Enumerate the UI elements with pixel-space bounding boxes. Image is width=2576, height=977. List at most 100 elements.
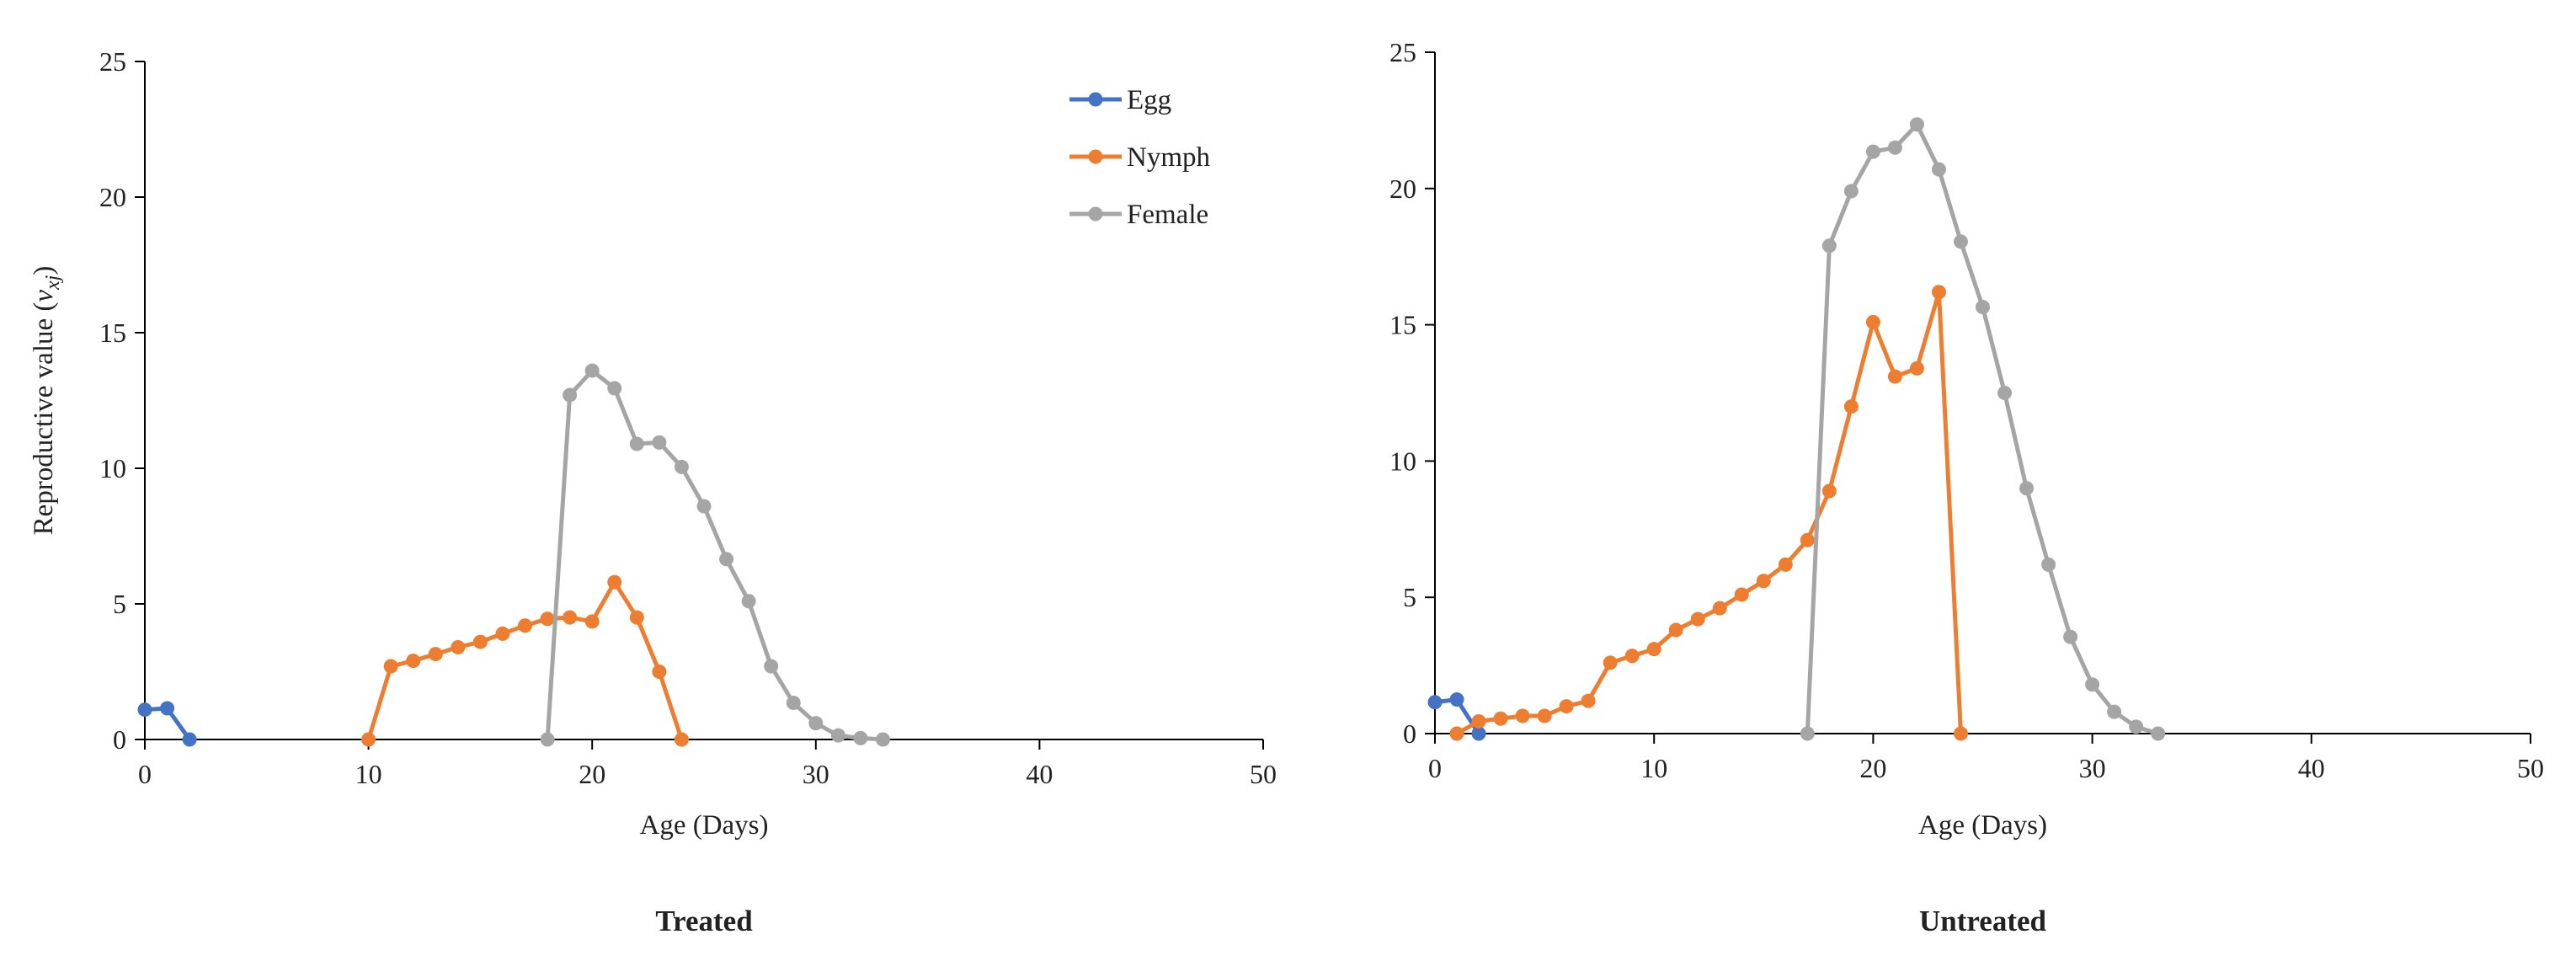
female-series-line bbox=[1805, 122, 2159, 736]
female-data-point bbox=[2063, 629, 2078, 644]
egg-data-point bbox=[1427, 695, 1443, 710]
female-data-point bbox=[563, 387, 578, 403]
egg-data-point bbox=[137, 702, 152, 718]
x-tick-label: 50 bbox=[2517, 753, 2544, 783]
nymph-data-point bbox=[495, 626, 510, 641]
egg-data-point bbox=[1471, 726, 1486, 741]
y-tick-label: 25 bbox=[99, 46, 126, 77]
nymph-data-point bbox=[428, 647, 443, 662]
female-data-point bbox=[2085, 677, 2100, 692]
y-tick-label: 20 bbox=[99, 182, 126, 212]
female-data-point bbox=[1976, 300, 1990, 315]
female-data-point bbox=[741, 594, 756, 609]
y-tick-label: 0 bbox=[1403, 718, 1416, 749]
female-data-point bbox=[808, 716, 824, 731]
egg-data-point bbox=[1449, 692, 1464, 707]
y-tick-label: 15 bbox=[99, 318, 126, 348]
legend-female-marker bbox=[1088, 206, 1103, 222]
nymph-data-point bbox=[1843, 399, 1859, 414]
female-data-point bbox=[1821, 238, 1837, 254]
nymph-data-point bbox=[1581, 693, 1596, 708]
female-data-point bbox=[1953, 234, 1968, 249]
nymph-data-point bbox=[1471, 713, 1486, 729]
female-data-point bbox=[1800, 726, 1815, 741]
nymph-data-point bbox=[1931, 285, 1946, 300]
x-tick-label: 40 bbox=[2298, 753, 2325, 783]
female-data-point bbox=[1931, 162, 1946, 177]
female-data-point bbox=[2151, 726, 2166, 741]
x-tick-label: 0 bbox=[138, 759, 152, 789]
nymph-data-point bbox=[406, 654, 421, 669]
x-tick-label: 20 bbox=[579, 759, 605, 789]
y-tick-label: 20 bbox=[1389, 174, 1416, 204]
female-data-point bbox=[2041, 557, 2056, 572]
egg-data-point bbox=[182, 732, 197, 747]
egg-data-point bbox=[160, 701, 175, 716]
female-data-point bbox=[719, 552, 734, 567]
y-tick-label: 10 bbox=[1389, 446, 1416, 476]
female-data-point bbox=[1997, 386, 2013, 400]
nymph-data-point bbox=[1756, 574, 1771, 589]
nymph-data-point bbox=[1493, 711, 1508, 726]
female-data-point bbox=[2129, 719, 2144, 734]
x-tick-label: 50 bbox=[1250, 759, 1277, 789]
nymph-data-point bbox=[1800, 532, 1815, 547]
nymph-data-point bbox=[383, 659, 398, 674]
nymph-data-point bbox=[1953, 726, 1968, 741]
female-data-point bbox=[607, 381, 622, 396]
x-tick-label: 10 bbox=[355, 759, 382, 789]
y-tick-label: 10 bbox=[99, 453, 126, 483]
nymph-data-point bbox=[472, 634, 488, 649]
nymph-data-point bbox=[1537, 708, 1552, 723]
panel-title: Untreated bbox=[1919, 905, 2047, 937]
female-data-point bbox=[764, 659, 779, 674]
nymph-data-point bbox=[1734, 587, 1749, 602]
x-tick-label: 0 bbox=[1428, 753, 1442, 783]
panel-title: Treated bbox=[655, 905, 753, 937]
legend-nymph-label: Nymph bbox=[1127, 142, 1211, 173]
female-data-point bbox=[540, 732, 555, 747]
female-data-point bbox=[674, 459, 689, 474]
y-tick-label: 5 bbox=[1403, 582, 1416, 612]
nymph-data-point bbox=[1559, 699, 1574, 714]
x-tick-label: 10 bbox=[1640, 753, 1667, 783]
female-data-point bbox=[1843, 184, 1859, 199]
nymph-data-point bbox=[1624, 649, 1640, 664]
nymph-data-point bbox=[1909, 360, 1924, 376]
nymph-data-point bbox=[361, 732, 376, 747]
female-data-point bbox=[1865, 144, 1880, 159]
nymph-data-point bbox=[1449, 726, 1464, 741]
legend-female-label: Female bbox=[1127, 200, 1208, 230]
x-tick-label: 40 bbox=[1026, 759, 1053, 789]
nymph-data-point bbox=[607, 574, 622, 590]
x-axis-label: Age (Days) bbox=[639, 810, 768, 841]
legend: Egg Nymph Female bbox=[1069, 85, 1211, 230]
nymph-data-point bbox=[1646, 642, 1661, 657]
female-data-point bbox=[2107, 704, 2122, 719]
nymph-data-point bbox=[1778, 557, 1793, 572]
nymph-series-line bbox=[1455, 290, 1963, 736]
female-data-point bbox=[584, 363, 600, 378]
nymph-data-point bbox=[518, 618, 533, 633]
female-data-point bbox=[696, 499, 712, 514]
nymph-data-point bbox=[1668, 622, 1683, 638]
nymph-data-point bbox=[1821, 483, 1837, 499]
x-tick-label: 30 bbox=[803, 759, 829, 789]
y-tick-label: 0 bbox=[113, 724, 126, 755]
nymph-data-point bbox=[451, 640, 466, 655]
nymph-data-point bbox=[1887, 369, 1902, 384]
untreated-panel: 0 5 10 15 20 25 0 10 20 30 40 50 Age (Days) Untreated bbox=[1389, 37, 2544, 937]
nymph-data-point bbox=[674, 732, 689, 747]
female-data-point bbox=[786, 696, 801, 711]
female-data-point bbox=[830, 728, 845, 743]
female-data-point bbox=[629, 436, 644, 451]
female-data-point bbox=[652, 435, 667, 450]
x-axis-label: Age (Days) bbox=[1918, 810, 2047, 841]
nymph-data-point bbox=[1865, 314, 1880, 329]
nymph-data-point bbox=[1515, 708, 1530, 723]
y-axis-label: Reproductive value (vxj) bbox=[29, 266, 64, 536]
legend-egg-label: Egg bbox=[1127, 85, 1171, 115]
nymph-data-point bbox=[1690, 611, 1705, 627]
female-data-point bbox=[875, 732, 890, 747]
